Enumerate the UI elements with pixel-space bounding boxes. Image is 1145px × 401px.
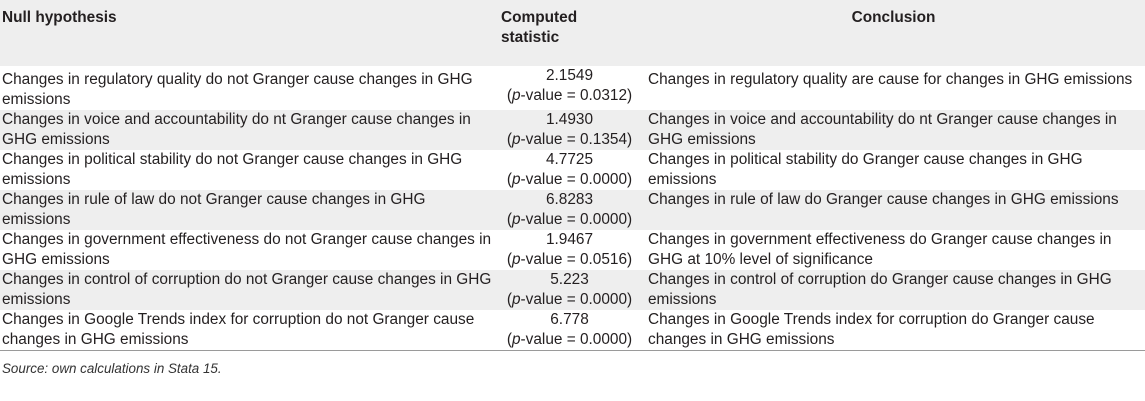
source-note: Source: own calculations in Stata 15.	[2, 361, 222, 376]
header-null-hypothesis: Null hypothesis	[2, 9, 117, 26]
p-label: p	[511, 87, 521, 104]
header-row: Null hypothesis Computed statistic Concl…	[0, 0, 1145, 66]
statistic-value: 6.778	[550, 311, 589, 328]
p-label: p	[511, 131, 521, 148]
p-value: -value = 0.0000)	[520, 211, 633, 228]
p-value: -value = 0.0516)	[520, 251, 633, 268]
conclusion-cell: Changes in Google Trends index for corru…	[648, 311, 1095, 348]
conclusion-cell: Changes in control of corruption do Gran…	[648, 271, 1112, 308]
header-computed-statistic: Computed statistic	[497, 0, 642, 66]
header-conclusion: Conclusion	[851, 9, 936, 26]
table-header: Null hypothesis Computed statistic Concl…	[0, 0, 1145, 66]
table-body: Changes in regulatory quality do not Gra…	[0, 66, 1145, 351]
hypothesis-cell: Changes in regulatory quality do not Gra…	[2, 71, 473, 108]
p-value-text: (p-value = 0.0000)	[506, 331, 633, 348]
conclusion-cell: Changes in regulatory quality are cause …	[648, 71, 1133, 88]
statistic-value: 6.8283	[545, 191, 594, 208]
table-row: Changes in government effectiveness do n…	[0, 230, 1145, 270]
hypothesis-cell: Changes in political stability do not Gr…	[2, 151, 463, 188]
statistic-cell: 4.7725 (p-value = 0.0000)	[497, 150, 642, 190]
hypothesis-cell: Changes in Google Trends index for corru…	[2, 311, 475, 348]
header-computed-line2: statistic	[501, 29, 560, 46]
statistic-cell: 1.4930 (p-value = 0.1354)	[497, 110, 642, 150]
p-value: -value = 0.0000)	[520, 291, 633, 308]
header-computed-line1: Computed	[501, 9, 578, 26]
hypothesis-cell: Changes in control of corruption do not …	[2, 271, 492, 308]
p-value: -value = 0.0312)	[520, 87, 633, 104]
granger-causality-table: Null hypothesis Computed statistic Concl…	[0, 0, 1145, 351]
table-row: Changes in rule of law do not Granger ca…	[0, 190, 1145, 230]
statistic-value: 1.4930	[545, 111, 594, 128]
statistic-value: 4.7725	[545, 151, 594, 168]
p-value: -value = 0.0000)	[520, 331, 633, 348]
statistic-cell: 5.223 (p-value = 0.0000)	[497, 270, 642, 310]
table-row: Changes in Google Trends index for corru…	[0, 310, 1145, 351]
p-label: p	[511, 291, 521, 308]
p-label: p	[511, 171, 521, 188]
table-row: Changes in political stability do not Gr…	[0, 150, 1145, 190]
p-value-text: (p-value = 0.0000)	[506, 171, 633, 188]
p-label: p	[511, 331, 521, 348]
p-value: -value = 0.0000)	[520, 171, 633, 188]
p-label: p	[511, 251, 521, 268]
p-value-text: (p-value = 0.0000)	[506, 211, 633, 228]
p-value: -value = 0.1354)	[520, 131, 633, 148]
table-row: Changes in regulatory quality do not Gra…	[0, 66, 1145, 110]
hypothesis-cell: Changes in government effectiveness do n…	[2, 231, 492, 268]
conclusion-cell: Changes in political stability do Grange…	[648, 151, 1083, 188]
conclusion-cell: Changes in rule of law do Granger cause …	[648, 191, 1119, 208]
statistic-cell: 2.1549 (p-value = 0.0312)	[497, 66, 642, 110]
p-value-text: (p-value = 0.0312)	[506, 87, 633, 104]
p-label: p	[511, 211, 521, 228]
statistic-cell: 1.9467 (p-value = 0.0516)	[497, 230, 642, 270]
hypothesis-cell: Changes in voice and accountability do n…	[2, 111, 471, 148]
p-value-text: (p-value = 0.1354)	[506, 131, 633, 148]
table-row: Changes in control of corruption do not …	[0, 270, 1145, 310]
statistic-value: 2.1549	[545, 67, 594, 84]
table-row: Changes in voice and accountability do n…	[0, 110, 1145, 150]
statistic-cell: 6.778 (p-value = 0.0000)	[497, 310, 642, 351]
statistic-value: 5.223	[550, 271, 589, 288]
statistic-cell: 6.8283 (p-value = 0.0000)	[497, 190, 642, 230]
conclusion-cell: Changes in government effectiveness do G…	[648, 231, 1112, 268]
p-value-text: (p-value = 0.0516)	[506, 251, 633, 268]
hypothesis-cell: Changes in rule of law do not Granger ca…	[2, 191, 426, 228]
p-value-text: (p-value = 0.0000)	[506, 291, 633, 308]
statistic-value: 1.9467	[545, 231, 594, 248]
granger-table-container: Null hypothesis Computed statistic Concl…	[0, 0, 1145, 376]
conclusion-cell: Changes in voice and accountability do n…	[648, 111, 1117, 148]
